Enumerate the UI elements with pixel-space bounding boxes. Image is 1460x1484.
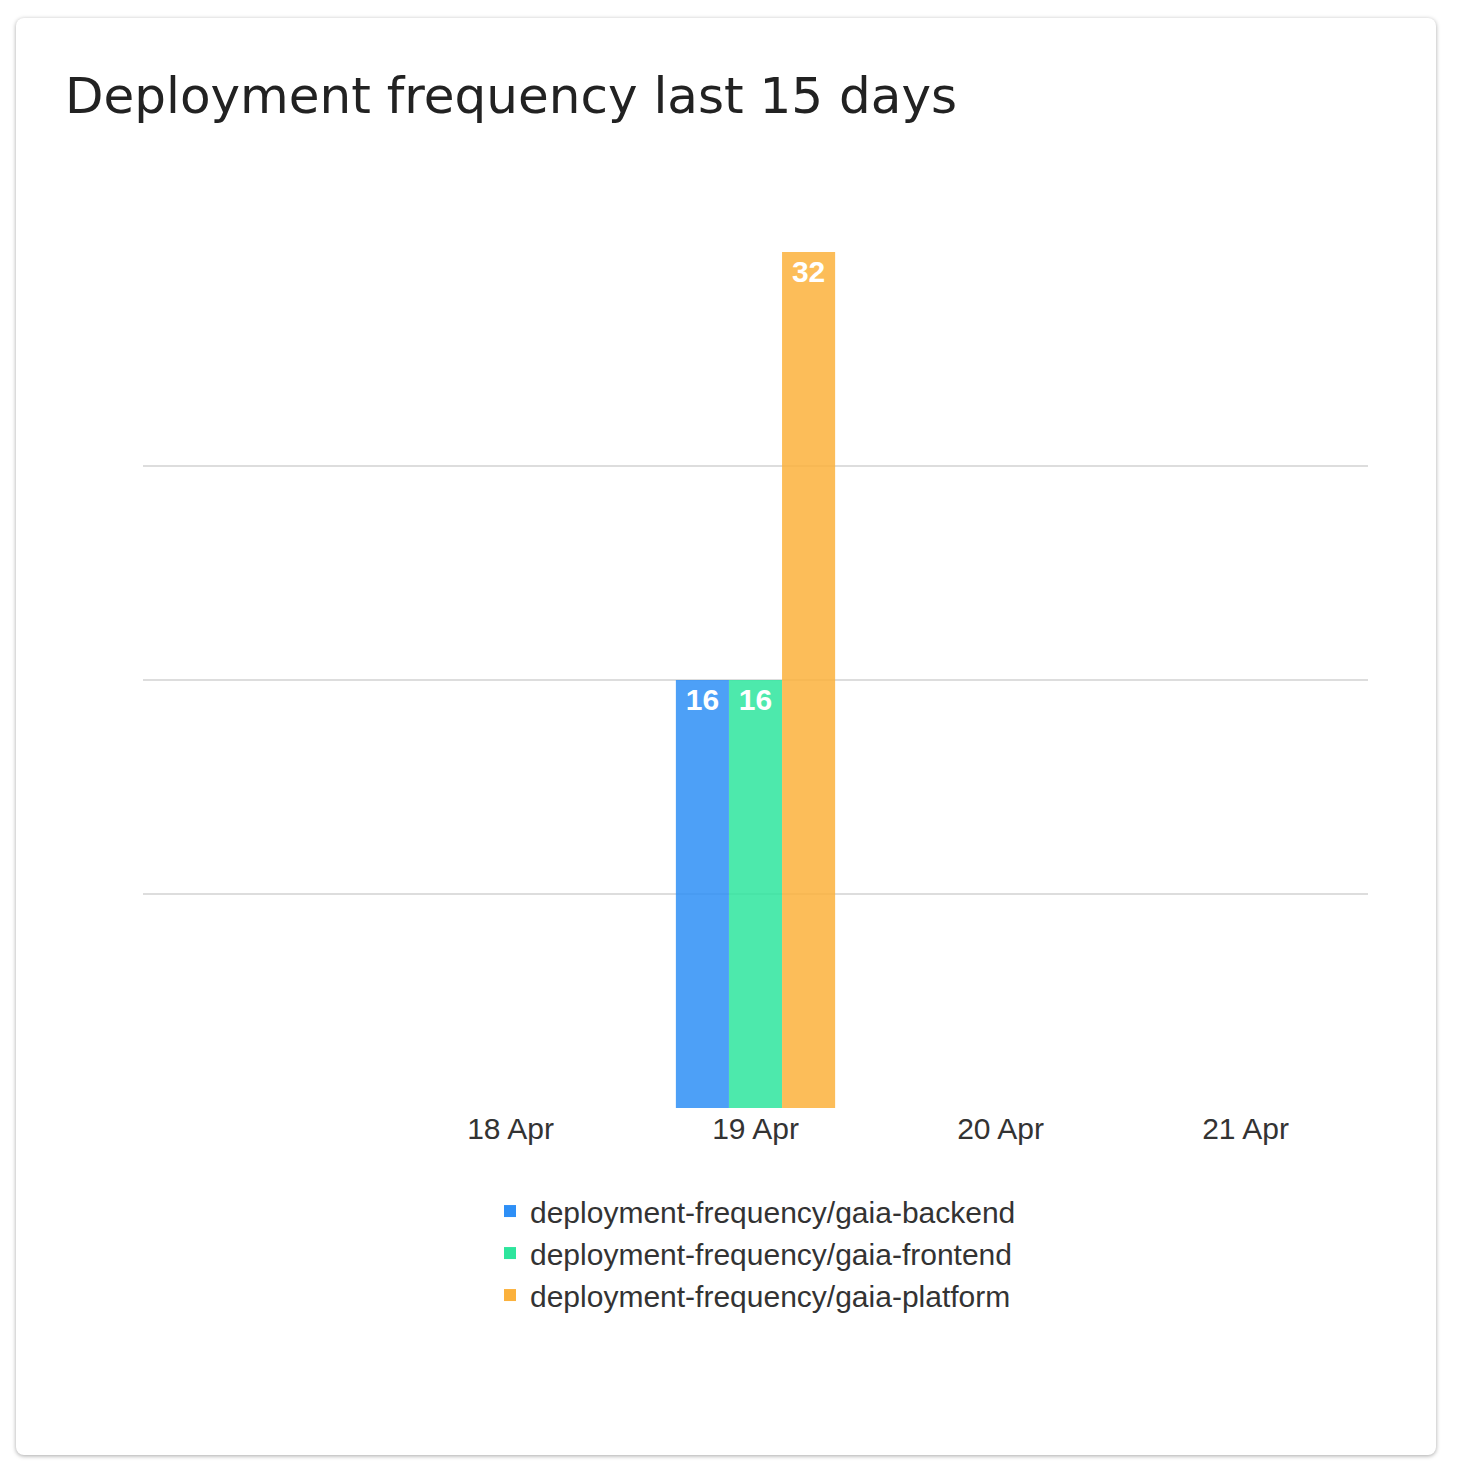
svg-text:18 Apr: 18 Apr xyxy=(467,1112,554,1145)
svg-text:21 Apr: 21 Apr xyxy=(1202,1112,1289,1145)
svg-text:deployment-frequency/gaia-plat: deployment-frequency/gaia-platform xyxy=(530,1280,1010,1313)
svg-text:16: 16 xyxy=(686,683,719,716)
svg-text:19 Apr: 19 Apr xyxy=(712,1112,799,1145)
svg-text:16: 16 xyxy=(739,683,772,716)
svg-text:32: 32 xyxy=(792,255,825,288)
svg-text:deployment-frequency/gaia-back: deployment-frequency/gaia-backend xyxy=(530,1196,1015,1229)
svg-text:20 Apr: 20 Apr xyxy=(957,1112,1044,1145)
svg-text:Deployment frequency last 15 d: Deployment frequency last 15 days xyxy=(65,67,957,125)
svg-text:deployment-frequency/gaia-fron: deployment-frequency/gaia-frontend xyxy=(530,1238,1012,1271)
